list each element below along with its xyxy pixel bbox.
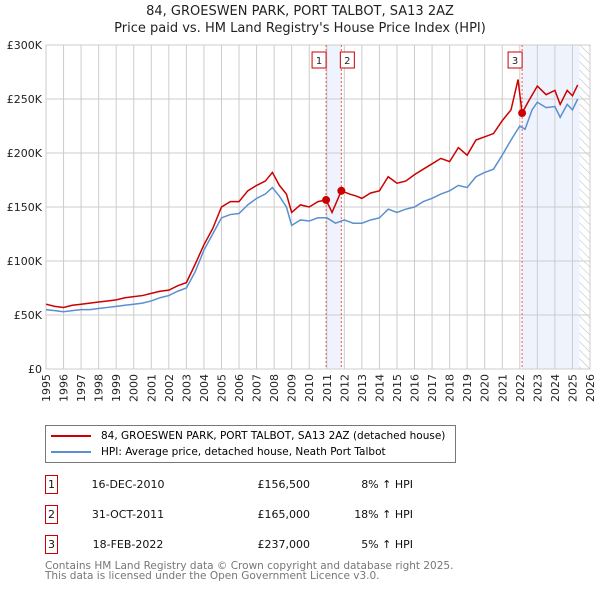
legend-item-property: 84, GROESWEN PARK, PORT TALBOT, SA13 2AZ…	[51, 428, 445, 444]
x-tick-label: 2010	[303, 374, 316, 402]
plot-border	[45, 44, 591, 370]
x-tick-label: 2007	[251, 374, 264, 402]
x-tick-label: 2000	[128, 374, 141, 402]
chart-title: 84, GROESWEN PARK, PORT TALBOT, SA13 2AZ	[146, 4, 454, 19]
x-tick-label: 1999	[110, 374, 123, 402]
transaction-row: 1 16-DEC-2010 £156,500 8% ↑ HPI	[45, 475, 465, 495]
x-tick-label: 2016	[409, 374, 422, 402]
x-tick-label: 1998	[93, 374, 106, 402]
property-price-line	[45, 79, 579, 309]
transaction-date: 16-DEC-2010	[91, 478, 165, 491]
x-tick-label: 2011	[321, 374, 334, 402]
x-tick-label: 2003	[180, 374, 193, 402]
x-tick-label: 2017	[426, 374, 439, 402]
x-tick-label: 2015	[391, 374, 404, 402]
hpi-line	[45, 98, 579, 313]
legend-label: HPI: Average price, detached house, Neat…	[101, 446, 386, 458]
sale-marker-box	[339, 51, 355, 69]
footer-line: This data is licensed under the Open Gov…	[45, 570, 380, 582]
x-tick-label: 2001	[145, 374, 158, 402]
x-tick-label: 2025	[566, 374, 579, 402]
x-tick-label: 2026	[584, 374, 597, 402]
legend-item-hpi: HPI: Average price, detached house, Neat…	[51, 444, 386, 460]
y-tick-label: £250K	[7, 93, 43, 106]
sale-marker-box	[507, 51, 523, 69]
y-tick-label: £300K	[7, 39, 43, 52]
x-tick-label: 2012	[338, 374, 351, 402]
x-tick-label: 1995	[40, 374, 53, 402]
plot-area: 1995 1996 1997 1998 1999 2000 2001 2002 2003 2004…	[7, 39, 597, 402]
transaction-price: £237,000	[257, 538, 311, 551]
sale-marker-label: 3	[512, 56, 518, 67]
chart-subtitle: Price paid vs. HM Land Registry's House …	[114, 21, 486, 36]
transaction-date: 18-FEB-2022	[92, 538, 164, 551]
legend-swatch	[51, 435, 91, 437]
x-tick-label: 2023	[531, 374, 544, 402]
x-tick-label: 2014	[373, 374, 386, 402]
sale-marker-label: 1	[316, 56, 322, 67]
x-tick-label: 2002	[163, 374, 176, 402]
sale-point	[337, 186, 346, 195]
y-tick-label: £0	[28, 363, 42, 376]
legend: 84, GROESWEN PARK, PORT TALBOT, SA13 2AZ…	[45, 425, 456, 463]
x-tick-label: 2018	[444, 374, 457, 402]
y-tick-label: £150K	[7, 201, 43, 214]
transaction-marker: 1	[45, 475, 58, 494]
y-tick-label: £50K	[14, 309, 43, 322]
y-tick-label: £100K	[7, 255, 43, 268]
transaction-row: 2 31-OCT-2011 £165,000 18% ↑ HPI	[45, 505, 465, 525]
sale-point	[518, 109, 527, 118]
x-tick-label: 1997	[75, 374, 88, 402]
transaction-marker: 2	[45, 505, 58, 524]
transaction-hpi: 5% ↑ HPI	[361, 538, 413, 551]
x-tick-label: 2004	[198, 374, 211, 402]
x-tick-label: 2013	[356, 374, 369, 402]
legend-swatch	[51, 451, 91, 453]
legend-label: 84, GROESWEN PARK, PORT TALBOT, SA13 2AZ…	[101, 430, 446, 442]
transaction-date: 31-OCT-2011	[91, 508, 165, 521]
x-tick-label: 2022	[514, 374, 527, 402]
footer-line: Contains HM Land Registry data © Crown c…	[45, 560, 454, 572]
transaction-row: 3 18-FEB-2022 £237,000 5% ↑ HPI	[45, 535, 465, 555]
sale-marker-label: 2	[344, 56, 350, 67]
transaction-price: £165,000	[257, 508, 311, 521]
transaction-hpi: 8% ↑ HPI	[361, 478, 413, 491]
x-tick-label: 2005	[215, 374, 228, 402]
x-tick-label: 2021	[496, 374, 509, 402]
x-tick-label: 2009	[286, 374, 299, 402]
x-tick-label: 2019	[461, 374, 474, 402]
sale-marker-box	[311, 51, 327, 69]
x-tick-label: 2024	[549, 374, 562, 402]
transaction-marker: 3	[45, 535, 58, 554]
sale-point	[322, 195, 331, 204]
x-tick-label: 2008	[268, 374, 281, 402]
y-tick-label: £200K	[7, 147, 43, 160]
transaction-hpi: 18% ↑ HPI	[354, 508, 413, 521]
x-tick-label: 1996	[58, 374, 71, 402]
x-tick-label: 2020	[479, 374, 492, 402]
x-tick-label: 2006	[233, 374, 246, 402]
footer: Contains HM Land Registry data © Crown c…	[45, 560, 454, 582]
transaction-price: £156,500	[257, 478, 311, 491]
